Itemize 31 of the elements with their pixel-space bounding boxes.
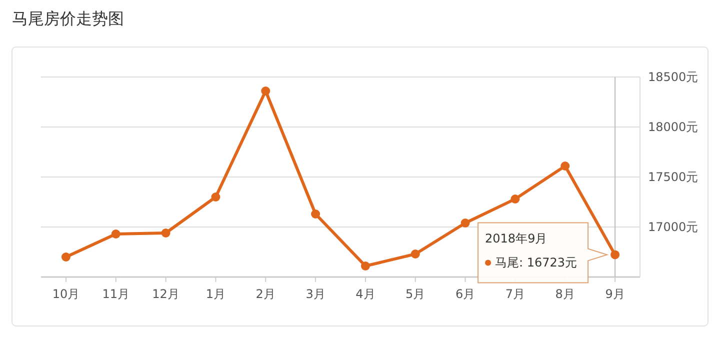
x-tick-label: 6月 bbox=[455, 287, 476, 301]
x-tick-label: 4月 bbox=[356, 287, 376, 301]
point bbox=[311, 210, 320, 218]
point bbox=[111, 230, 120, 238]
point bbox=[510, 194, 520, 204]
x-tick-label: 8月 bbox=[555, 287, 575, 301]
point bbox=[261, 86, 270, 96]
annotation: 2018年9月 bbox=[485, 232, 548, 246]
y-tick-label: 18000元 bbox=[648, 120, 698, 134]
x-tick-label: 11月 bbox=[102, 287, 130, 301]
point bbox=[410, 250, 420, 258]
x-tick-label: 12月 bbox=[152, 287, 180, 301]
x-tick-label: 5月 bbox=[406, 287, 426, 301]
y-tick-label: 17500元 bbox=[648, 170, 698, 184]
y-tick-label: 17000元 bbox=[648, 220, 698, 234]
x-tick-label: 3月 bbox=[306, 287, 326, 301]
x-tick-label: 2月 bbox=[256, 287, 276, 301]
point bbox=[560, 162, 570, 170]
point bbox=[211, 192, 220, 202]
point bbox=[360, 262, 370, 270]
x-tick-label: 7月 bbox=[505, 287, 526, 301]
x-tick-label: 9月 bbox=[605, 287, 625, 301]
x-tick-label: 10月 bbox=[52, 287, 80, 301]
x-tick-label: 1月 bbox=[206, 287, 226, 301]
annotation: 马尾: 16723元 bbox=[495, 256, 578, 270]
point bbox=[610, 250, 620, 260]
point bbox=[161, 228, 170, 238]
point bbox=[61, 252, 70, 262]
point bbox=[460, 218, 470, 228]
chart-title: 马尾房价走势图 bbox=[12, 9, 124, 28]
y-tick-label: 18500元 bbox=[648, 70, 698, 84]
